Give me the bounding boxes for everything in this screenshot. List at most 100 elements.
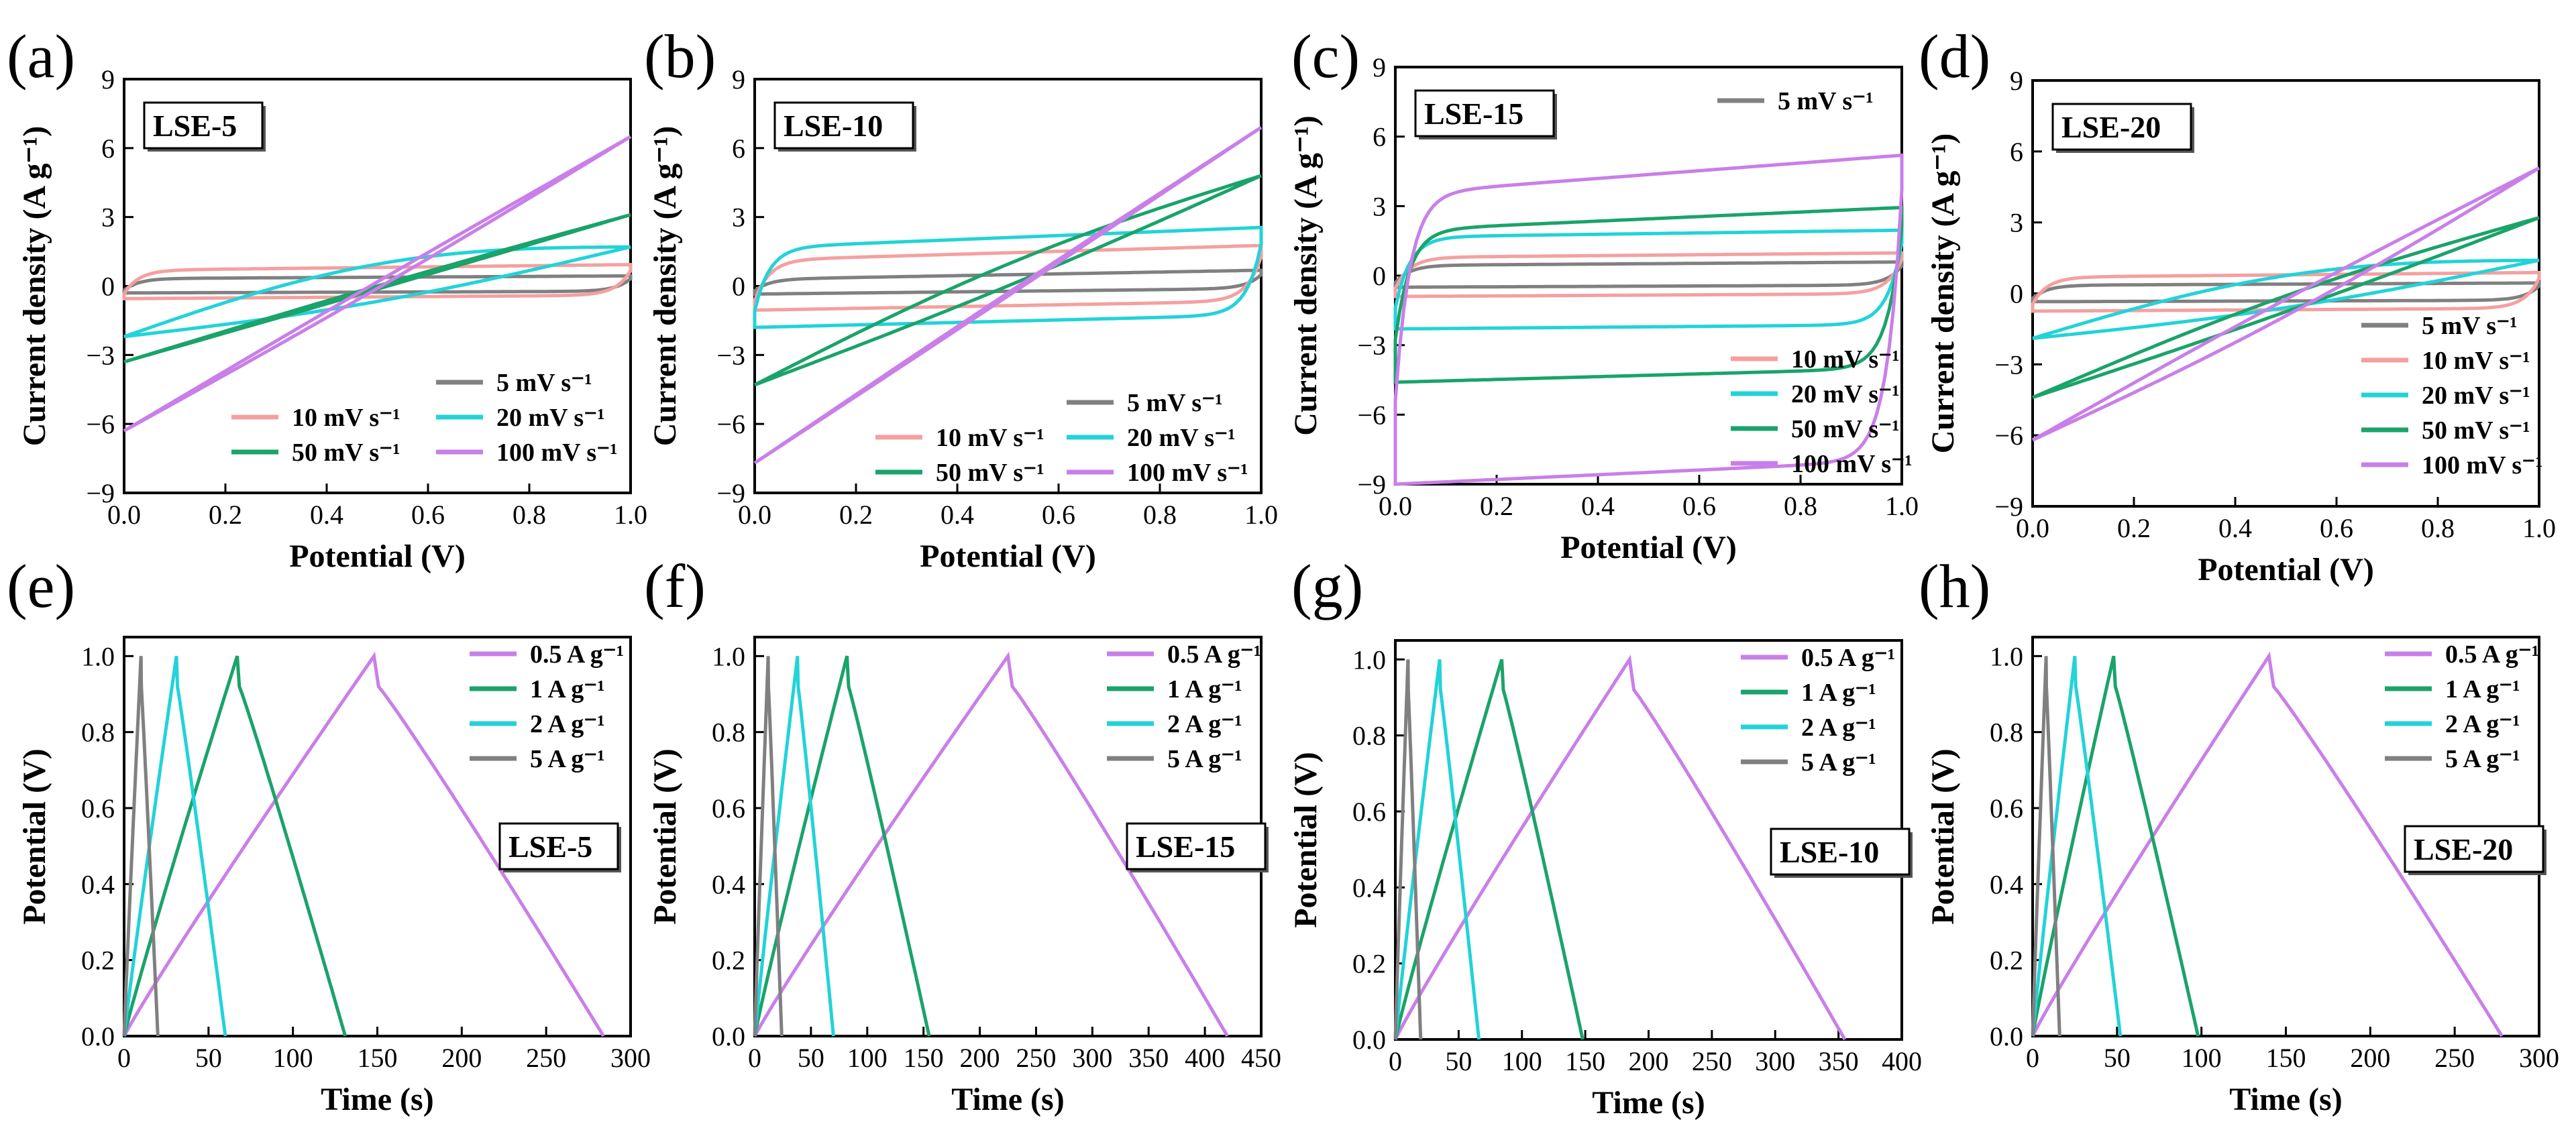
legend-label: 10 mV s⁻¹ [2422, 347, 2530, 375]
y-tick-label: 0.0 [712, 1021, 745, 1052]
x-tick-label: 0.0 [107, 500, 141, 530]
gcd-series-line [2031, 656, 2123, 1037]
x-tick-label: 150 [2266, 1043, 2306, 1073]
y-tick-label: 1.0 [1990, 641, 2023, 671]
y-tick-label: 0.4 [1990, 869, 2023, 899]
legend-label: 10 mV s⁻¹ [936, 424, 1044, 452]
y-tick-label: 9 [2010, 66, 2023, 96]
x-tick-label: 0.8 [513, 500, 546, 530]
legend-label: 5 A g⁻¹ [530, 745, 605, 773]
cv-series-line [753, 268, 1263, 296]
x-tick-label: 100 [2182, 1043, 2222, 1073]
y-tick-label: 6 [101, 133, 115, 164]
cv-chart: 0.0 0.2 0.4 0.6 0.8 1.0 −9 −6 −3 0 3 6 9 Potential (V… [647, 64, 1278, 574]
x-axis-label: Time (s) [321, 1082, 433, 1117]
cv-series-line [753, 125, 1263, 465]
gcd-chart: 0 50 100 150 200 250 300 0.0 0.2 0.4 0.6 0.8 1.0 Time… [17, 636, 651, 1117]
y-tick-label: −6 [716, 409, 745, 439]
cv-series-line [753, 243, 1263, 313]
legend-label: 50 mV s⁻¹ [2422, 416, 2530, 445]
gcd-series-line [1393, 659, 1481, 1040]
x-tick-label: 150 [1565, 1046, 1605, 1076]
x-tick-label: 0 [117, 1043, 131, 1073]
cv-series-line [1393, 153, 1904, 486]
gcd-series-line [753, 656, 784, 1037]
x-tick-label: 1.0 [614, 500, 647, 530]
x-axis-label: Potential (V) [1560, 530, 1737, 565]
y-tick-label: −6 [1357, 400, 1386, 430]
x-tick-label: 300 [1755, 1046, 1795, 1076]
y-tick-label: 0.0 [81, 1021, 115, 1052]
legend-label: 50 mV s⁻¹ [936, 459, 1044, 487]
panel-label: (e) [7, 552, 75, 620]
legend-label: 100 mV s⁻¹ [2422, 451, 2543, 479]
x-tick-label: 0.6 [1682, 491, 1716, 521]
y-tick-label: −3 [1357, 331, 1386, 361]
x-tick-label: 0.4 [310, 500, 343, 530]
legend-label: 10 mV s⁻¹ [1791, 345, 1900, 374]
legend-label: 1 A g⁻¹ [530, 675, 605, 703]
legend-label: 5 mV s⁻¹ [1778, 87, 1874, 115]
y-tick-label: 0.8 [81, 718, 115, 748]
x-axis-label: Potential (V) [289, 538, 466, 574]
x-tick-label: 1.0 [2522, 513, 2556, 543]
y-tick-label: −6 [86, 409, 115, 439]
legend-label: 2 A g⁻¹ [2445, 710, 2520, 738]
x-tick-label: 0.4 [941, 500, 974, 530]
x-tick-label: 50 [195, 1043, 222, 1073]
cv-series-line [2031, 270, 2541, 313]
x-tick-label: 0.0 [2016, 513, 2049, 543]
annotation-text: LSE-20 [2414, 832, 2513, 866]
legend-label: 100 mV s⁻¹ [496, 439, 618, 467]
x-tick-label: 100 [1502, 1046, 1542, 1076]
annotation-box [143, 101, 264, 150]
y-tick-label: 6 [1373, 122, 1386, 152]
y-tick-label: 0.2 [1990, 946, 2023, 976]
y-tick-label: 0.6 [81, 793, 115, 824]
y-tick-label: 3 [2010, 208, 2023, 238]
annotation-text: LSE-20 [2061, 110, 2161, 144]
x-tick-label: 150 [904, 1043, 944, 1073]
y-tick-label: −3 [1994, 349, 2023, 380]
y-tick-label: 0.8 [1352, 721, 1386, 751]
gcd-series-line [122, 655, 347, 1037]
y-tick-label: 1.0 [1352, 644, 1386, 675]
x-tick-label: 100 [273, 1043, 313, 1073]
x-tick-label: 100 [847, 1043, 888, 1073]
x-tick-label: 0.2 [209, 500, 242, 530]
gcd-series-line [1393, 655, 1847, 1041]
y-tick-label: 0.6 [1990, 793, 2023, 824]
y-tick-label: 0.2 [712, 946, 745, 976]
y-tick-label: 0.2 [1352, 949, 1386, 979]
y-tick-label: −9 [1994, 492, 2023, 522]
x-tick-label: 0.0 [1379, 491, 1412, 521]
x-tick-label: 150 [358, 1043, 398, 1073]
gcd-series-line [1393, 659, 1423, 1040]
gcd-series-line [2031, 651, 2504, 1037]
panel-label: (h) [1919, 552, 1990, 620]
gcd-series-line [753, 656, 835, 1037]
cv-series-line [753, 225, 1263, 329]
legend-label: 50 mV s⁻¹ [1791, 415, 1900, 443]
y-tick-label: 0.4 [1352, 872, 1386, 903]
y-tick-label: 1.0 [712, 641, 745, 671]
y-tick-label: −6 [1994, 420, 2023, 451]
annotation-text: LSE-15 [1424, 97, 1523, 131]
y-axis-label: Current density (A g⁻¹) [647, 126, 683, 447]
legend-label: 5 mV s⁻¹ [2422, 312, 2518, 340]
x-tick-label: 300 [610, 1043, 651, 1073]
legend-label: 10 mV s⁻¹ [292, 404, 400, 432]
legend-label: 5 A g⁻¹ [1167, 745, 1242, 773]
legend-label: 1 A g⁻¹ [1167, 675, 1242, 703]
legend-label: 20 mV s⁻¹ [496, 404, 605, 432]
x-tick-label: 50 [798, 1043, 824, 1073]
x-tick-label: 0 [2026, 1043, 2039, 1073]
cv-series-line [123, 213, 631, 364]
x-tick-label: 0.8 [2421, 513, 2455, 543]
x-tick-label: 350 [1819, 1046, 1859, 1076]
y-tick-label: 0 [1373, 261, 1386, 291]
y-axis-label: Potential (V) [1925, 748, 1961, 925]
cv-series-line [122, 274, 633, 295]
x-tick-label: 250 [526, 1043, 566, 1073]
